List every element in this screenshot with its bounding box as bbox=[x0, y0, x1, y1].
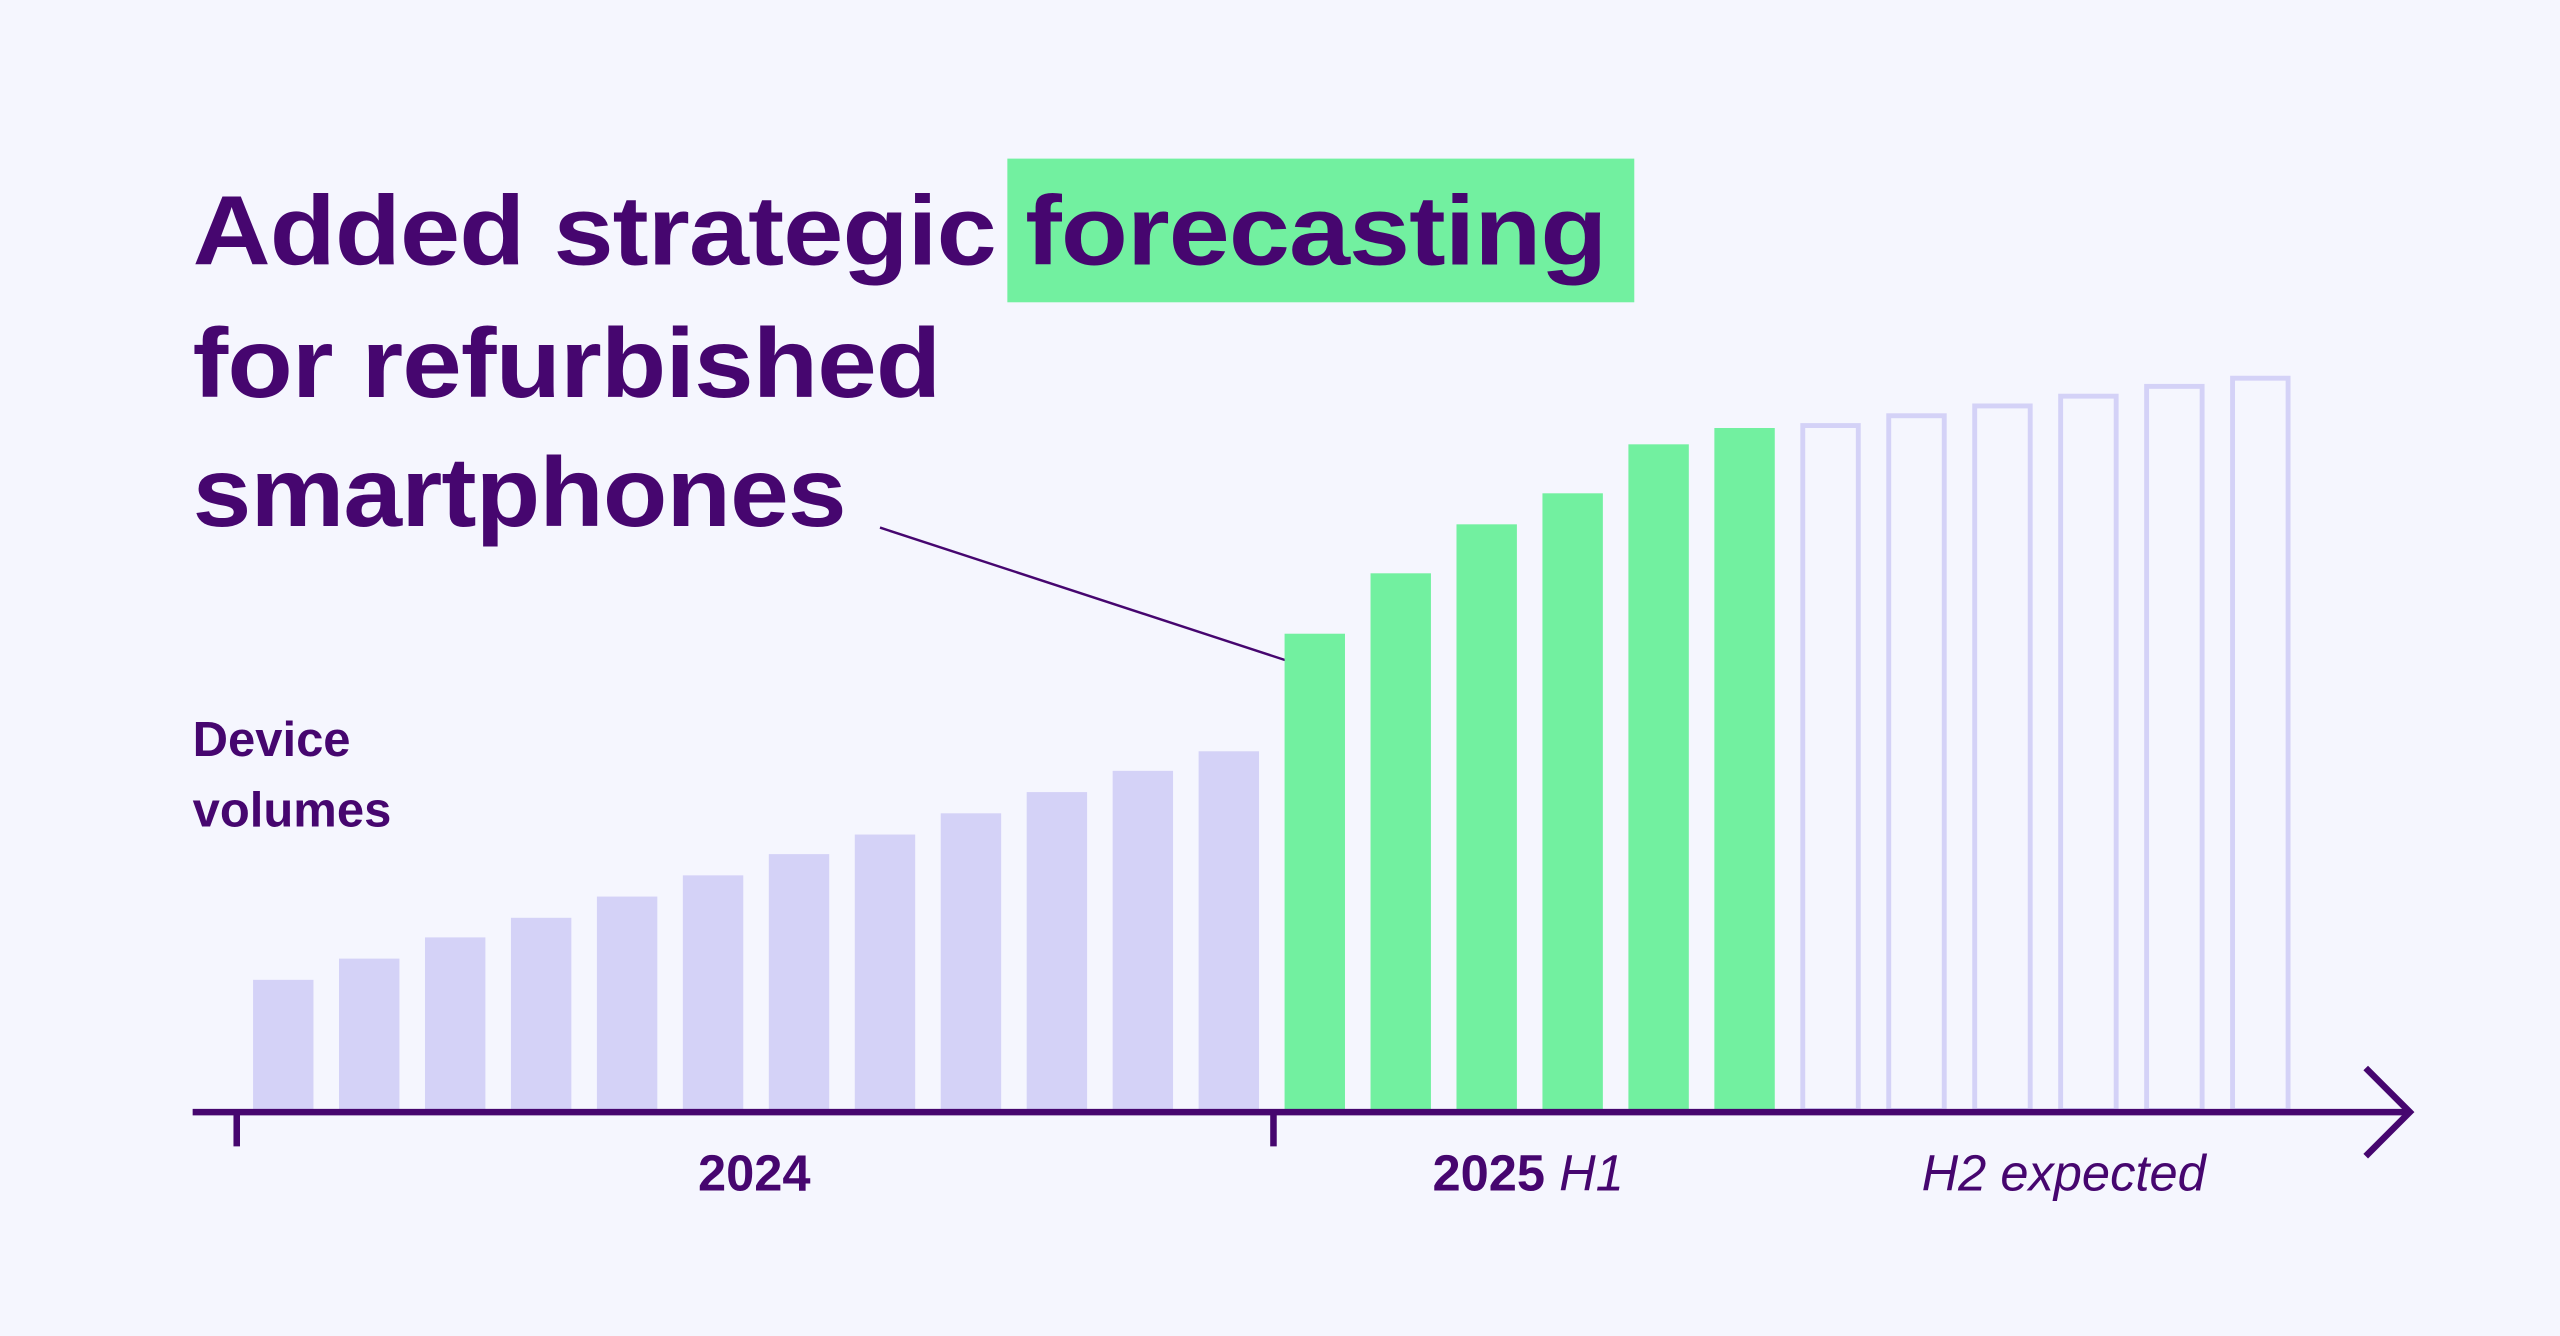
bar-2025-h1-14 bbox=[1456, 524, 1517, 1111]
bar-2024-6 bbox=[768, 854, 830, 1111]
bar-2025-h1-13 bbox=[1370, 573, 1431, 1111]
bar-2024-10 bbox=[1112, 770, 1174, 1111]
bar-2025-h1-17 bbox=[1714, 428, 1775, 1111]
title-line2: for refurbished bbox=[193, 308, 941, 418]
bar-2025-h1-16 bbox=[1628, 444, 1689, 1111]
bar-2024-4 bbox=[596, 896, 658, 1111]
x-label-2024: 2024 bbox=[698, 1144, 811, 1201]
bar-2025-h1-12 bbox=[1284, 633, 1345, 1111]
title-line3: smartphones bbox=[193, 437, 846, 547]
x-axis-arrow-icon bbox=[2363, 1065, 2415, 1159]
x-label-h1: H1 bbox=[1559, 1144, 1624, 1201]
bar-2024-0 bbox=[253, 979, 314, 1111]
x-label-h2-expected: H2 expected bbox=[1922, 1144, 2208, 1201]
bar-2024-1 bbox=[339, 958, 400, 1111]
bar-2024-11 bbox=[1198, 751, 1260, 1111]
bar-2024-9 bbox=[1026, 792, 1088, 1111]
y-axis-label-line2: volumes bbox=[193, 783, 392, 837]
title-highlight bbox=[1007, 158, 1635, 303]
bars bbox=[253, 375, 2291, 1113]
bar-2024-5 bbox=[682, 875, 744, 1111]
x-label-2025: 2025 bbox=[1432, 1144, 1545, 1201]
y-axis-label-line1: Device bbox=[193, 713, 351, 767]
title-line1-prefix: Added strategic bbox=[193, 176, 996, 286]
bar-2025-h1-15 bbox=[1542, 493, 1603, 1111]
x-label-2025-h1: 2025 H1 bbox=[1432, 1144, 1623, 1201]
bar-2024-2 bbox=[424, 937, 486, 1111]
bar-2024-7 bbox=[854, 834, 916, 1111]
annotation-line bbox=[879, 526, 1310, 670]
bar-2024-3 bbox=[510, 917, 572, 1111]
bar-2024-8 bbox=[940, 813, 1002, 1111]
title-line1-highlight: forecasting bbox=[1025, 176, 1606, 286]
